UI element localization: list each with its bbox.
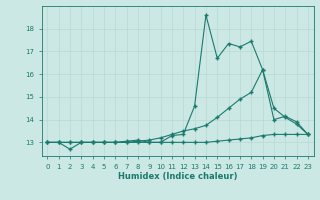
X-axis label: Humidex (Indice chaleur): Humidex (Indice chaleur) xyxy=(118,172,237,181)
